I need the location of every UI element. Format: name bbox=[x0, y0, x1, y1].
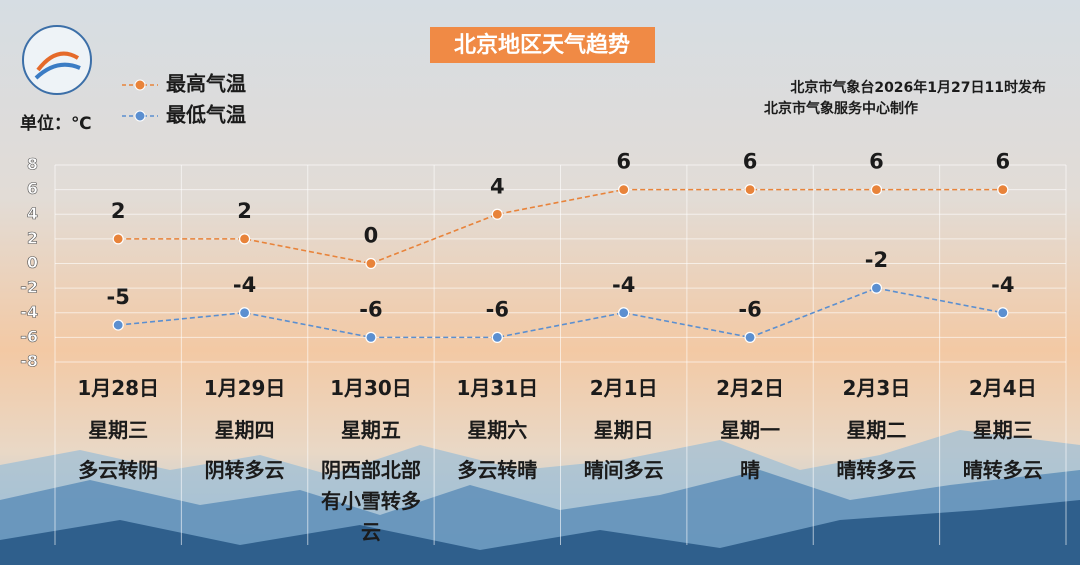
legend-label: 最低气温 bbox=[166, 103, 246, 127]
series-line bbox=[118, 188, 1003, 265]
legend-marker bbox=[134, 110, 146, 122]
data-label: 6 bbox=[743, 150, 758, 174]
weekday-label: 星期五 bbox=[340, 418, 401, 442]
data-label: -6 bbox=[486, 297, 509, 321]
source-text: 北京市气象服务中心制作 bbox=[764, 100, 918, 117]
data-point bbox=[997, 184, 1009, 196]
data-point bbox=[618, 184, 630, 196]
data-label: -2 bbox=[865, 248, 888, 272]
weather-label: 多云转阴 bbox=[78, 458, 159, 482]
weekday-label: 星期三 bbox=[972, 418, 1033, 442]
x-tick-label: 2月2日 bbox=[716, 376, 784, 400]
weekday-label: 星期一 bbox=[720, 418, 781, 442]
source-text: 北京市气象台2026年1月27日11时发布 bbox=[790, 79, 1046, 96]
x-tick-label: 1月28日 bbox=[77, 376, 160, 400]
y-tick-label: -4 bbox=[20, 302, 38, 321]
weather-label: 阴转多云 bbox=[204, 458, 285, 482]
y-tick-label: 2 bbox=[27, 228, 38, 247]
data-point bbox=[870, 282, 883, 294]
data-label: 6 bbox=[996, 150, 1011, 174]
data-label: 6 bbox=[616, 150, 631, 174]
data-point bbox=[618, 307, 630, 319]
weather-label: 晴转多云 bbox=[836, 458, 917, 482]
unit-label: 单位：℃ bbox=[20, 113, 92, 134]
logo-mark bbox=[34, 62, 81, 80]
logo bbox=[22, 25, 92, 95]
weather-label: 晴间多云 bbox=[583, 458, 664, 482]
data-point bbox=[365, 331, 377, 343]
data-label: 4 bbox=[490, 174, 505, 198]
x-tick-label: 1月29日 bbox=[203, 376, 286, 400]
weekday-label: 星期日 bbox=[593, 418, 654, 442]
x-tick-label: 1月30日 bbox=[330, 376, 412, 400]
data-point bbox=[365, 257, 377, 270]
data-label: 0 bbox=[364, 224, 379, 248]
data-label: 2 bbox=[237, 199, 252, 223]
chart-title: 北京地区天气趋势 bbox=[454, 32, 630, 58]
x-tick-label: 2月3日 bbox=[842, 376, 911, 400]
data-point bbox=[744, 331, 756, 343]
data-point bbox=[997, 307, 1009, 319]
data-label: -6 bbox=[738, 297, 761, 321]
data-label: -5 bbox=[107, 285, 130, 309]
y-tick-label: 0 bbox=[27, 253, 38, 272]
data-point bbox=[491, 331, 503, 343]
weather-label: 多云转晴 bbox=[457, 458, 538, 482]
weekday-label: 星期四 bbox=[214, 418, 275, 442]
x-tick-label: 2月4日 bbox=[968, 376, 1037, 400]
x-tick-label: 2月1日 bbox=[589, 376, 658, 400]
data-point bbox=[238, 307, 251, 319]
data-label: 6 bbox=[869, 150, 884, 174]
x-tick-label: 1月31日 bbox=[456, 376, 539, 400]
data-point bbox=[491, 208, 503, 220]
weekday-label: 星期三 bbox=[88, 418, 149, 442]
legend-marker bbox=[134, 79, 146, 91]
data-point bbox=[238, 233, 251, 245]
data-point bbox=[112, 319, 124, 331]
y-tick-label: 6 bbox=[27, 179, 38, 198]
data-label: -4 bbox=[233, 273, 256, 297]
y-tick-label: -2 bbox=[20, 278, 38, 297]
weekday-label: 星期六 bbox=[467, 418, 528, 442]
data-point bbox=[870, 184, 883, 196]
data-label: 2 bbox=[111, 199, 126, 223]
mountain bbox=[0, 500, 1080, 565]
logo-mark bbox=[36, 51, 80, 72]
data-label: -4 bbox=[612, 273, 635, 297]
series-line bbox=[118, 287, 1003, 339]
weather-label: 晴转多云 bbox=[962, 458, 1043, 482]
data-label: -6 bbox=[359, 297, 382, 321]
y-tick-label: -6 bbox=[20, 327, 38, 346]
weekday-label: 星期二 bbox=[846, 418, 907, 442]
weather-label: 阴西部北部有小雪转多云 bbox=[320, 458, 421, 544]
data-point bbox=[112, 233, 124, 245]
data-point bbox=[744, 184, 756, 196]
legend-label: 最高气温 bbox=[166, 72, 246, 96]
y-tick-label: -8 bbox=[20, 352, 38, 371]
title-box bbox=[430, 27, 655, 63]
data-label: -4 bbox=[991, 273, 1014, 297]
y-tick-label: 8 bbox=[27, 155, 38, 174]
weather-label: 晴 bbox=[740, 458, 761, 482]
y-tick-label: 4 bbox=[27, 204, 38, 223]
